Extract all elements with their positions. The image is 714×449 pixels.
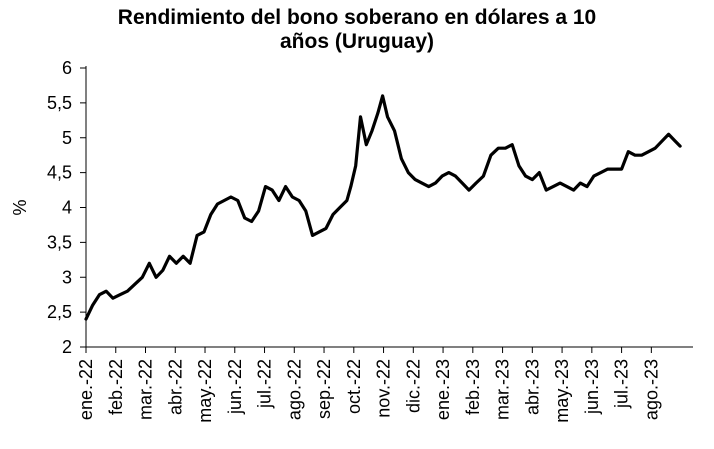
x-tick-label: may.-22 (195, 359, 215, 423)
x-tick-label: mar.-22 (136, 359, 156, 420)
y-tick-label: 5 (62, 128, 72, 148)
x-tick-label: nov.-22 (374, 359, 394, 418)
x-tick-label: mar.-23 (493, 359, 513, 420)
chart-title: Rendimiento del bono soberano en dólares… (0, 6, 714, 54)
x-tick-label: ene.-22 (76, 359, 96, 420)
y-tick-label: 2,5 (47, 302, 72, 322)
x-tick-label: ago.-23 (641, 359, 661, 420)
series-group (84, 94, 682, 321)
y-tick-label: 2 (62, 337, 72, 357)
y-tick-label: 3 (62, 267, 72, 287)
x-tick-label: jun.-22 (225, 359, 245, 415)
chart-title-line-1: Rendimiento del bono soberano en dólares… (117, 6, 597, 29)
y-tick-label: 5,5 (47, 93, 72, 113)
x-axis: ene.-22 feb.-22 mar.-22 abr.-22 may.-22 jun.-… (76, 346, 693, 423)
x-tick-label: feb.-22 (106, 359, 126, 415)
x-tick-label: feb.-23 (463, 359, 483, 415)
x-tick-label: sep.-22 (314, 359, 334, 419)
x-tick-label: abr.-23 (522, 359, 542, 415)
x-tick-label: may.-23 (552, 359, 572, 423)
y-tick-label: 3,5 (47, 232, 72, 252)
x-tick-label: jun.-23 (582, 359, 602, 415)
x-tick-label: dic.-22 (403, 359, 423, 413)
y-tick-label: 4 (62, 198, 72, 218)
x-tick-label: ago.-22 (284, 359, 304, 420)
y-axis: 2 2,5 3 3,5 4 4,5 5 5,5 6 (47, 58, 87, 357)
series-line (84, 94, 682, 321)
x-tick-label: jul.-22 (255, 359, 275, 409)
y-tick-label: 4,5 (47, 163, 72, 183)
chart-title-line-2: años (Uruguay) (279, 30, 434, 53)
y-axis-label: % (10, 199, 30, 215)
y-tick-label: 6 (62, 58, 72, 78)
x-tick-label: abr.-22 (165, 359, 185, 415)
x-tick-label: jul.-23 (612, 359, 632, 409)
x-tick-label: oct.-22 (344, 359, 364, 414)
x-tick-label: ene.-23 (433, 359, 453, 420)
